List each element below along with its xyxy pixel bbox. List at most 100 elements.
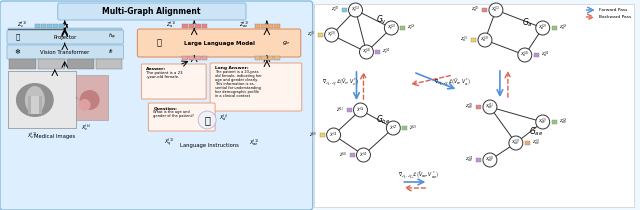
Bar	[202, 24, 207, 28]
Bar	[255, 24, 260, 28]
Circle shape	[198, 111, 216, 129]
Text: old female, indicating her: old female, indicating her	[215, 74, 262, 78]
Bar	[319, 133, 324, 137]
Bar	[261, 56, 267, 60]
Bar	[182, 56, 188, 60]
Text: $X_v^{(4)}$: $X_v^{(4)}$	[362, 47, 371, 57]
Circle shape	[518, 48, 532, 62]
Text: $X_a^{(j)}$: $X_a^{(j)}$	[219, 112, 228, 123]
Text: $Z_a^{(4)}$: $Z_a^{(4)}$	[541, 50, 550, 60]
Bar	[189, 56, 194, 60]
Text: $\nabla_{\mathcal{A}_a,\mathcal{A}_a^*}\mathcal{L}\left(\hat{V}_a, V_a^*\right)$: $\nabla_{\mathcal{A}_a,\mathcal{A}_a^*}\…	[434, 76, 472, 88]
Text: Forward Pass: Forward Pass	[600, 8, 628, 12]
Text: $\nabla_{\mathcal{A}_v,\mathcal{A}_{ae}^*}\mathcal{L}\left(\hat{V}_{ae}, V_{ae}^: $\nabla_{\mathcal{A}_v,\mathcal{A}_{ae}^…	[398, 169, 439, 181]
Bar	[525, 141, 530, 145]
Circle shape	[356, 148, 371, 162]
Bar	[552, 120, 557, 124]
Text: $Z_v^{(1)}$: $Z_v^{(1)}$	[17, 20, 27, 30]
Text: Backward Pass: Backward Pass	[600, 15, 632, 19]
Text: $Z_a^{(3)}$: $Z_a^{(3)}$	[460, 35, 469, 45]
Text: $\bar{X}^{(3)}$: $\bar{X}^{(3)}$	[329, 130, 338, 139]
Text: $X_{ae}^{(3)}$: $X_{ae}^{(3)}$	[511, 138, 520, 148]
Text: $\bar{Z}^{(3)}$: $\bar{Z}^{(3)}$	[309, 130, 317, 139]
Bar	[476, 158, 481, 162]
Bar	[268, 56, 273, 60]
Text: Language Instructions: Language Instructions	[180, 143, 239, 148]
Bar	[189, 24, 194, 28]
FancyBboxPatch shape	[58, 3, 246, 20]
FancyBboxPatch shape	[0, 1, 313, 210]
Text: $X_v^{(1)}$: $X_v^{(1)}$	[351, 5, 360, 15]
Text: $Z_v^{(4)}$: $Z_v^{(4)}$	[382, 47, 391, 57]
Text: Multi-Graph Alignment: Multi-Graph Alignment	[102, 7, 200, 16]
Text: $G_{ae}$: $G_{ae}$	[529, 126, 543, 138]
Bar	[275, 56, 280, 60]
Circle shape	[387, 121, 400, 135]
Text: $Z_{ae}^{(4)}$: $Z_{ae}^{(4)}$	[465, 155, 474, 165]
Bar	[76, 75, 108, 120]
Bar	[8, 71, 76, 128]
Bar	[476, 105, 481, 109]
Ellipse shape	[79, 90, 100, 110]
Text: $\bar{Z}^{(4)}$: $\bar{Z}^{(4)}$	[339, 151, 348, 160]
Bar	[35, 24, 40, 28]
Circle shape	[353, 103, 367, 117]
Text: Question:: Question:	[154, 106, 177, 110]
Bar	[52, 24, 58, 28]
FancyBboxPatch shape	[7, 45, 124, 59]
Text: $G_{be}$: $G_{be}$	[376, 114, 390, 126]
Text: $X_a^{(2)}$: $X_a^{(2)}$	[538, 23, 547, 33]
Bar	[342, 8, 346, 12]
Text: $g_σ$: $g_σ$	[282, 39, 291, 47]
Text: $Z_{ae}^{(1)}$: $Z_{ae}^{(1)}$	[465, 102, 474, 112]
Bar	[95, 59, 122, 69]
Text: Vision Transformer: Vision Transformer	[40, 50, 90, 55]
Text: sential for understanding: sential for understanding	[215, 86, 261, 90]
Text: $G_a$: $G_a$	[522, 17, 533, 29]
Text: $Z_v^{(2)}$: $Z_v^{(2)}$	[407, 23, 416, 33]
Circle shape	[324, 28, 339, 42]
Text: $Z_a^{(1)}$: $Z_a^{(1)}$	[471, 5, 480, 15]
Text: The patient is a 23: The patient is a 23	[147, 71, 183, 75]
Bar	[471, 38, 476, 42]
Text: Projector: Projector	[53, 34, 76, 39]
Text: $X_{ae}^{(1)}$: $X_{ae}^{(1)}$	[249, 137, 259, 148]
FancyBboxPatch shape	[7, 30, 124, 44]
Text: $Z_a^{(2)}$: $Z_a^{(2)}$	[559, 23, 568, 33]
Circle shape	[483, 153, 497, 167]
Circle shape	[478, 33, 492, 47]
Bar	[552, 26, 557, 30]
Bar	[195, 56, 201, 60]
Text: gender of the patient?: gender of the patient?	[154, 114, 194, 118]
Text: $X_a^{(1)}$: $X_a^{(1)}$	[492, 5, 500, 15]
Circle shape	[326, 128, 340, 142]
Circle shape	[360, 45, 373, 59]
Bar	[195, 24, 201, 28]
Bar	[47, 24, 52, 28]
Text: Medical Images: Medical Images	[34, 134, 76, 139]
Bar	[400, 26, 405, 30]
Text: The patient is a 23-year-: The patient is a 23-year-	[215, 70, 259, 74]
Text: $X_v^{(k)}$: $X_v^{(k)}$	[81, 122, 92, 133]
Text: $X_{ae}^{(2)}$: $X_{ae}^{(2)}$	[538, 117, 547, 127]
Text: $Z_{ae}^{(2)}$: $Z_{ae}^{(2)}$	[559, 117, 568, 127]
FancyBboxPatch shape	[148, 103, 215, 131]
Circle shape	[483, 100, 497, 114]
Ellipse shape	[16, 83, 54, 117]
Text: Long Answer:: Long Answer:	[215, 66, 249, 70]
Text: $\nabla_{\mathcal{A}_v,\mathcal{A}_v^*}\mathcal{L}\left(\hat{V}_v, V_v^*\right)$: $\nabla_{\mathcal{A}_v,\mathcal{A}_v^*}\…	[322, 76, 359, 88]
Bar	[182, 24, 188, 28]
FancyBboxPatch shape	[210, 63, 301, 111]
Text: $X_{ae}^{(1)}$: $X_{ae}^{(1)}$	[486, 102, 495, 112]
Text: $\bar{X}^{(4)}$: $\bar{X}^{(4)}$	[359, 151, 368, 160]
Text: $X_a^{(4)}$: $X_a^{(4)}$	[520, 50, 529, 60]
Bar	[59, 24, 64, 28]
Text: $\bar{X}^{(1)}$: $\bar{X}^{(1)}$	[356, 105, 365, 114]
Bar	[317, 33, 323, 37]
Text: $\bar{Z}^{(2)}$: $\bar{Z}^{(2)}$	[410, 123, 418, 133]
Text: in a clinical context: in a clinical context	[215, 94, 250, 98]
FancyBboxPatch shape	[138, 29, 301, 57]
Bar	[28, 96, 42, 114]
Text: $G_v$: $G_v$	[376, 14, 387, 26]
Text: 🔥: 🔥	[157, 38, 162, 47]
